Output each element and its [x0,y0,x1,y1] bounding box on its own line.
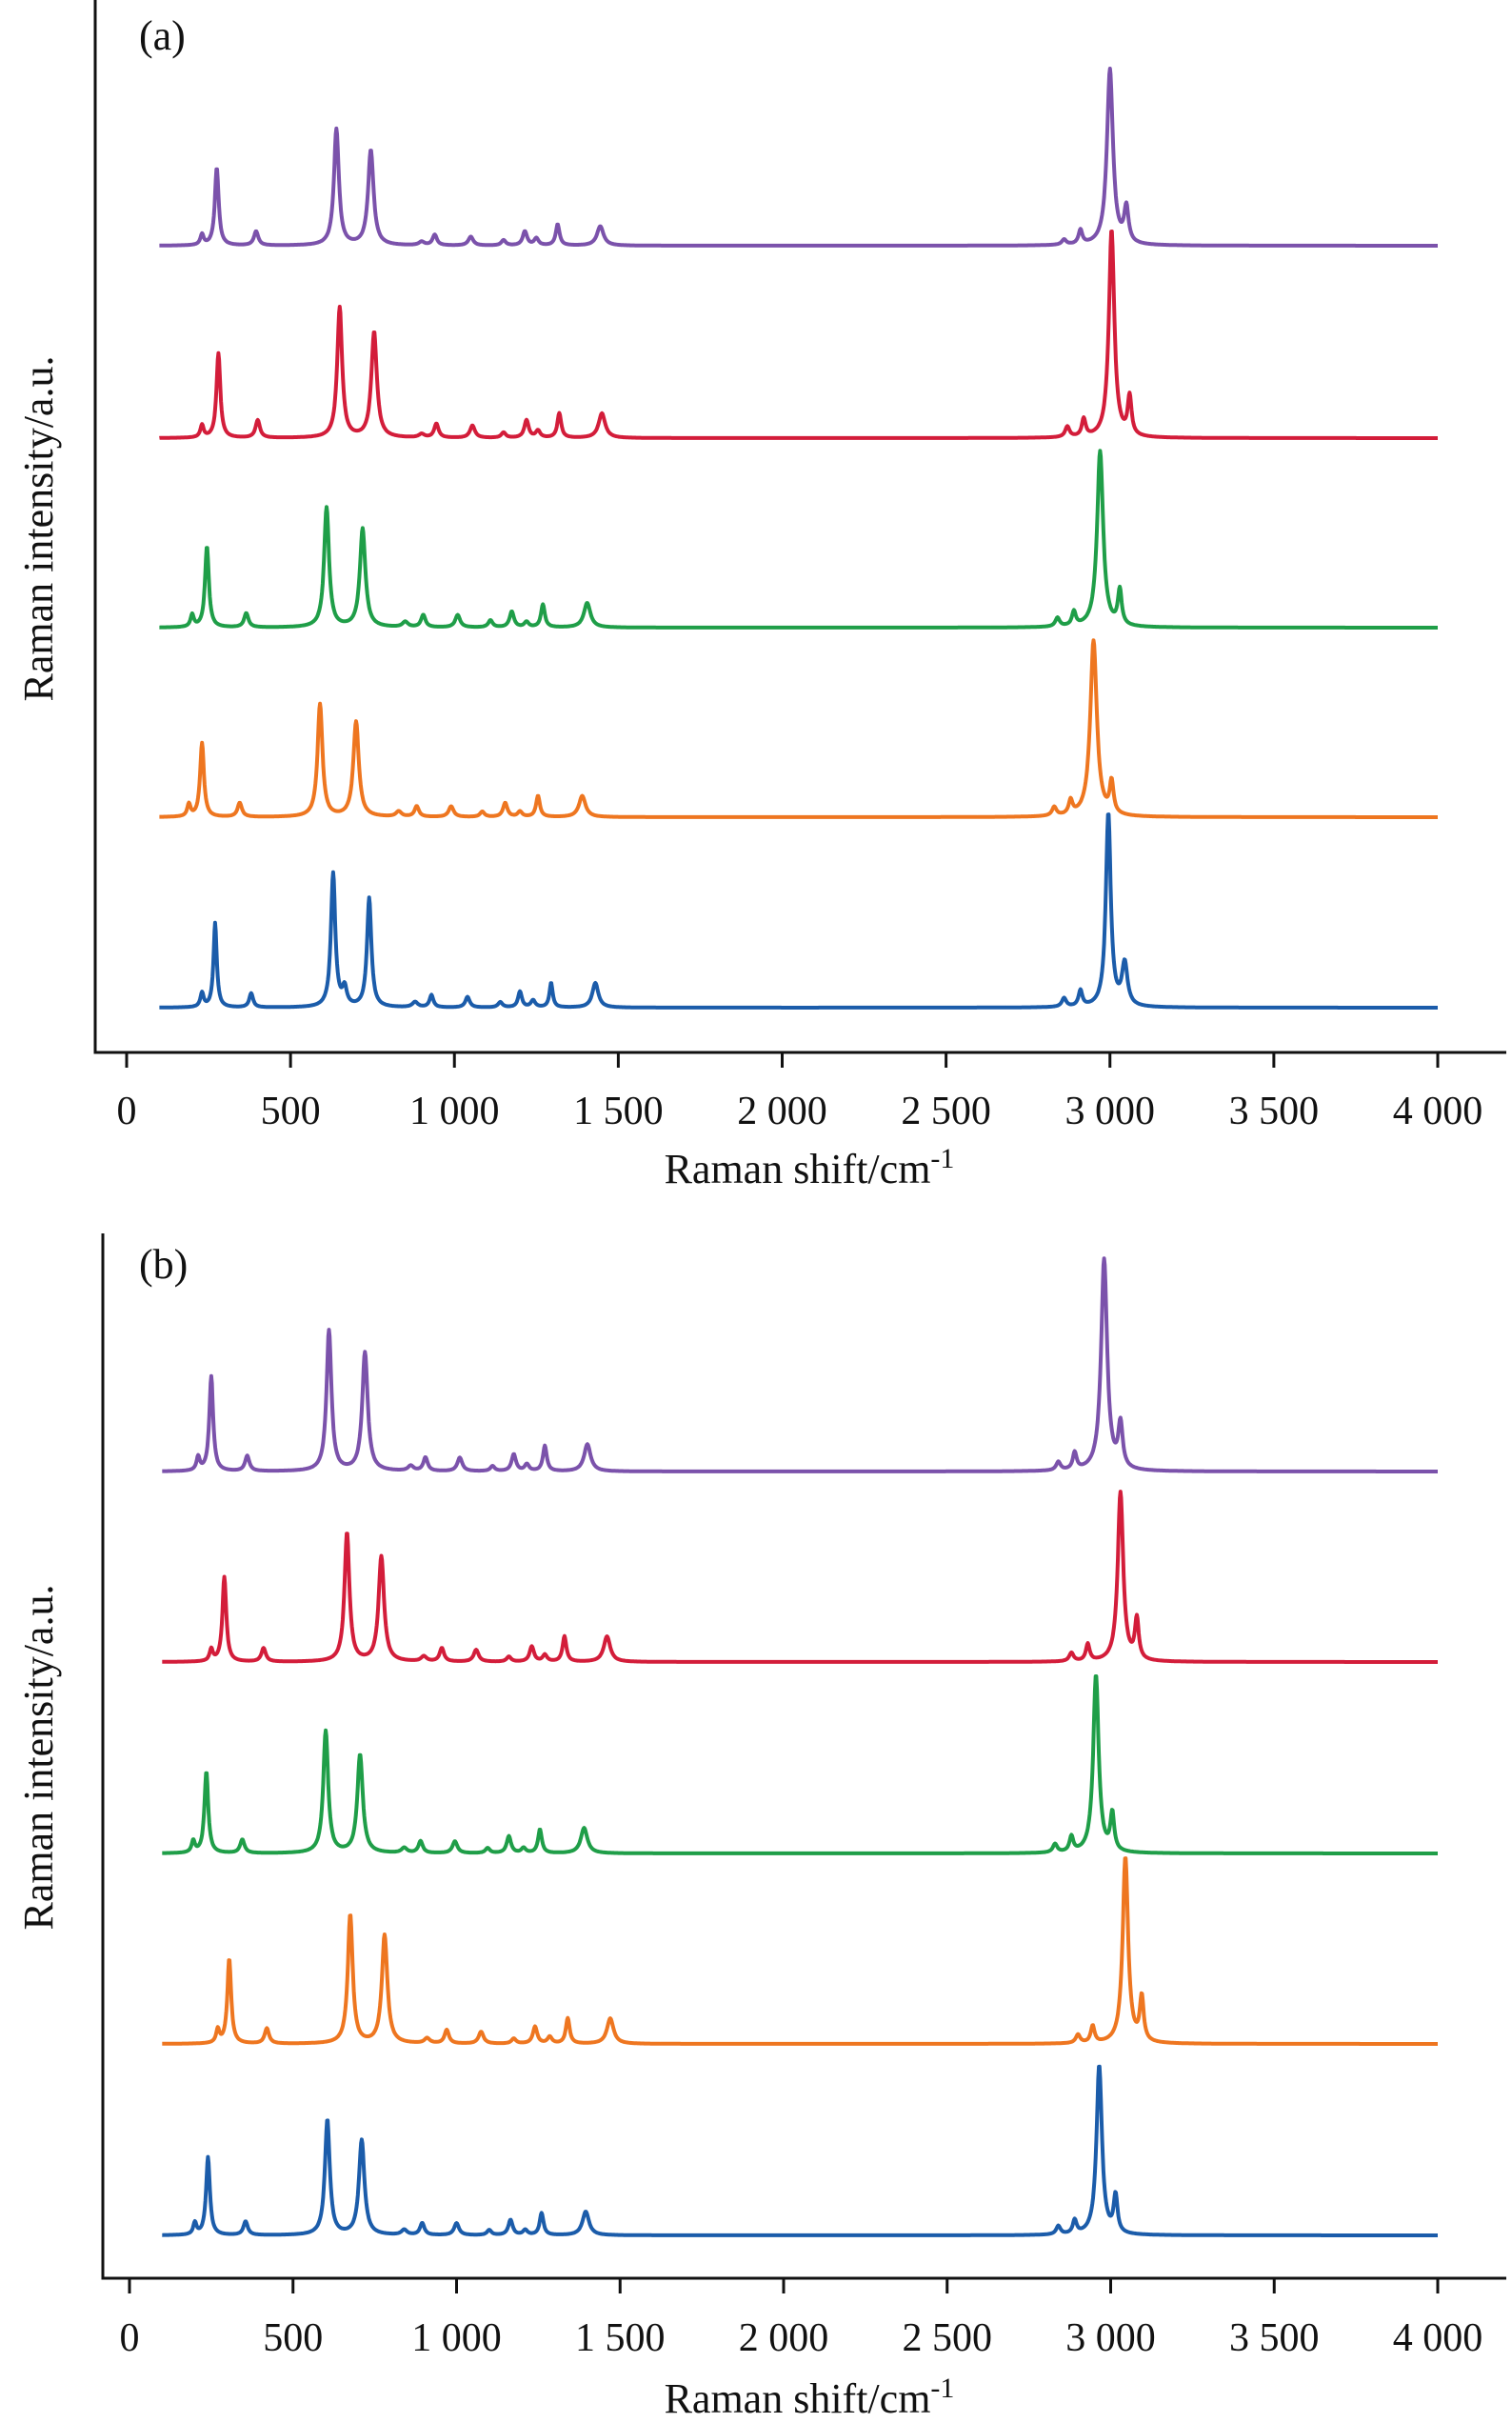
x-tick-label: 0 [117,1090,137,1133]
series-line-3 [158,449,1440,630]
x-tick-label: 3 500 [1229,1090,1320,1133]
panel-label-a: (a) [139,12,186,59]
x-tick-label: 4 000 [1393,2316,1483,2360]
x-tick-label: 3 000 [1065,2316,1156,2360]
x-tick-label: 500 [261,1090,321,1133]
x-axis-label-sup-b: -1 [930,2373,954,2404]
y-axis-label-a: Raman intensity/a.u. [15,356,62,702]
x-tick-label: 2 500 [901,1090,991,1133]
x-tick-label: 2 000 [737,1090,827,1133]
series-line-4 [158,638,1440,819]
series-line-5 [161,2064,1440,2237]
y-axis-label-b: Raman intensity/a.u. [15,1585,62,1931]
x-tick-label: 1 500 [573,1090,664,1133]
x-axis-label-sup-a: -1 [930,1143,954,1174]
x-axis-label-b: Raman shift/cm-1 [665,2373,955,2422]
series-line-3 [161,1674,1440,1855]
x-axis-label-text-b: Raman shift/cm [665,2375,931,2422]
panel-label-b: (b) [139,1241,188,1288]
panel-b: (b) Raman intensity/a.u. Raman shift/cm-… [15,1233,1506,2422]
series-line-2 [161,1490,1440,1664]
x-tick-label: 2 500 [903,2316,993,2360]
x-tick-label: 0 [120,2316,140,2360]
series-line-1 [158,67,1440,248]
x-tick-label: 500 [263,2316,323,2360]
x-tick-label: 1 000 [409,1090,500,1133]
x-tick-label: 1 500 [575,2316,666,2360]
x-tick-label: 4 000 [1393,1090,1483,1133]
series-line-4 [161,1856,1440,2046]
panel-a: (a) Raman intensity/a.u. Raman shift/cm-… [15,0,1506,1192]
x-tick-label: 3 000 [1065,1090,1156,1133]
x-axis-label-a: Raman shift/cm-1 [665,1143,955,1192]
x-axis-label-text-a: Raman shift/cm [665,1146,931,1192]
series-line-5 [158,812,1440,1010]
series-line-1 [161,1256,1440,1473]
x-tick-label: 2 000 [739,2316,829,2360]
series-line-2 [158,230,1440,440]
x-tick-label: 3 500 [1229,2316,1320,2360]
x-tick-label: 1 000 [411,2316,502,2360]
